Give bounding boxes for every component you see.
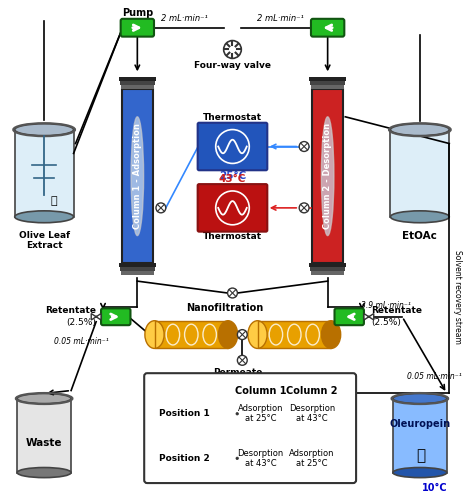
Text: 10°C: 10°C xyxy=(422,483,447,493)
Text: Nanofiltration: Nanofiltration xyxy=(186,303,264,313)
Ellipse shape xyxy=(391,124,449,136)
Ellipse shape xyxy=(393,467,447,478)
Circle shape xyxy=(224,41,241,58)
Text: 2 mL·min⁻¹: 2 mL·min⁻¹ xyxy=(162,14,209,23)
Bar xyxy=(121,271,154,275)
Polygon shape xyxy=(91,314,96,320)
Polygon shape xyxy=(237,409,244,418)
Text: Retentate: Retentate xyxy=(45,306,96,315)
Circle shape xyxy=(95,316,97,318)
Bar xyxy=(15,130,73,217)
Text: EtOAc: EtOAc xyxy=(402,231,438,241)
Text: 0.05 mL·min⁻¹: 0.05 mL·min⁻¹ xyxy=(54,336,109,346)
Bar xyxy=(17,399,71,473)
Ellipse shape xyxy=(15,124,73,136)
Text: Column 2: Column 2 xyxy=(286,386,337,396)
Text: Desorption
at 43°C: Desorption at 43°C xyxy=(237,449,283,468)
Text: 🌿: 🌿 xyxy=(50,196,57,206)
FancyBboxPatch shape xyxy=(144,373,356,483)
Text: Desorption
at 43°C: Desorption at 43°C xyxy=(289,404,335,423)
Ellipse shape xyxy=(391,211,449,223)
Bar xyxy=(309,77,346,81)
Ellipse shape xyxy=(131,117,144,236)
Polygon shape xyxy=(230,409,237,418)
Text: (2.5%): (2.5%) xyxy=(66,318,96,327)
Ellipse shape xyxy=(393,394,447,404)
Text: Column 2 - Desorption: Column 2 - Desorption xyxy=(323,123,332,229)
Circle shape xyxy=(368,316,370,318)
FancyBboxPatch shape xyxy=(198,184,267,232)
Bar xyxy=(118,77,156,81)
Bar xyxy=(310,267,345,271)
Circle shape xyxy=(237,355,247,365)
Bar xyxy=(391,130,449,217)
Bar xyxy=(311,271,344,275)
Bar xyxy=(311,85,344,89)
Polygon shape xyxy=(230,454,237,463)
Text: Adsorption
at 25°C: Adsorption at 25°C xyxy=(289,449,335,468)
FancyBboxPatch shape xyxy=(121,19,154,37)
Bar xyxy=(393,399,447,473)
Bar xyxy=(119,267,155,271)
Text: Column 1: Column 1 xyxy=(235,386,286,396)
Bar xyxy=(155,321,228,348)
Text: Position 2: Position 2 xyxy=(159,454,210,463)
Text: Four-way valve: Four-way valve xyxy=(194,61,271,70)
Text: Olive Leaf
Extract: Olive Leaf Extract xyxy=(18,231,70,250)
Bar xyxy=(312,89,343,263)
Text: Pump: Pump xyxy=(122,8,153,18)
Ellipse shape xyxy=(15,211,73,223)
Polygon shape xyxy=(237,454,244,463)
Ellipse shape xyxy=(17,467,71,478)
Text: Permeate
(97.5%): Permeate (97.5%) xyxy=(213,368,262,388)
Circle shape xyxy=(236,457,238,459)
Bar xyxy=(121,85,154,89)
Text: Position 1: Position 1 xyxy=(159,409,210,418)
Circle shape xyxy=(228,288,237,298)
Text: (2.5%): (2.5%) xyxy=(371,318,401,327)
Bar xyxy=(122,89,153,263)
Circle shape xyxy=(237,329,247,339)
Text: Thermostat: Thermostat xyxy=(203,113,262,122)
Text: Adsorption
at 25°C: Adsorption at 25°C xyxy=(237,404,283,423)
Bar xyxy=(309,263,346,267)
Ellipse shape xyxy=(17,394,71,404)
Polygon shape xyxy=(96,314,101,320)
FancyBboxPatch shape xyxy=(335,308,364,325)
Bar xyxy=(257,321,331,348)
Text: 3.9 mL·min⁻¹: 3.9 mL·min⁻¹ xyxy=(361,301,410,310)
Ellipse shape xyxy=(145,321,164,348)
Text: 25°C: 25°C xyxy=(219,171,246,181)
FancyBboxPatch shape xyxy=(101,308,130,325)
Text: 2 mL·min⁻¹: 2 mL·min⁻¹ xyxy=(256,14,303,23)
FancyBboxPatch shape xyxy=(311,19,344,37)
Text: Oleuropein: Oleuropein xyxy=(389,419,450,429)
Ellipse shape xyxy=(321,321,341,348)
Text: 43°C: 43°C xyxy=(219,173,246,184)
Text: Waste: Waste xyxy=(26,439,63,449)
Bar xyxy=(257,321,331,348)
Text: 💎: 💎 xyxy=(416,448,425,463)
Text: Thermostat: Thermostat xyxy=(203,232,262,241)
FancyBboxPatch shape xyxy=(198,123,267,170)
Circle shape xyxy=(156,203,166,213)
Text: Retentate: Retentate xyxy=(371,306,422,315)
Circle shape xyxy=(299,142,309,152)
Circle shape xyxy=(299,203,309,213)
Text: Solvent recovery stream: Solvent recovery stream xyxy=(453,250,462,344)
Text: 0.05 mL·min⁻¹: 0.05 mL·min⁻¹ xyxy=(407,371,462,381)
Bar xyxy=(119,81,155,85)
Bar xyxy=(118,263,156,267)
Bar xyxy=(310,81,345,85)
Ellipse shape xyxy=(219,321,237,348)
Ellipse shape xyxy=(248,321,267,348)
Polygon shape xyxy=(364,314,369,320)
Text: Column 1 - Adsorption: Column 1 - Adsorption xyxy=(133,124,142,229)
Ellipse shape xyxy=(321,117,334,236)
Polygon shape xyxy=(369,314,374,320)
Bar xyxy=(155,321,228,348)
Circle shape xyxy=(236,412,238,415)
